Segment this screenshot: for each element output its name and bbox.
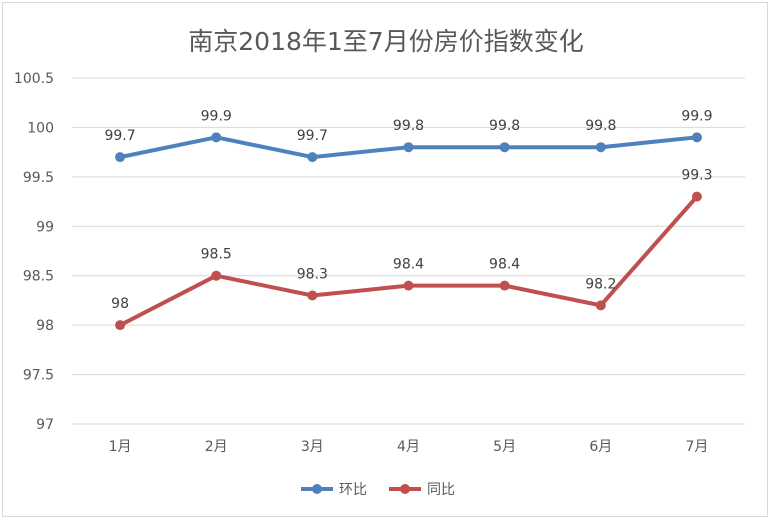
y-tick-label: 98 <box>36 318 54 334</box>
data-point <box>403 142 414 153</box>
data-labels: 99.7 99.9 99.7 99.8 99.8 99.8 99.9 98 98.5 98.3 98… <box>104 108 712 312</box>
data-label: 99.8 <box>585 118 616 134</box>
y-tick-label: 99 <box>36 219 54 235</box>
legend-label: 同比 <box>427 482 455 498</box>
y-tick-label: 100.5 <box>14 71 54 87</box>
y-tick-label: 98.5 <box>23 269 54 285</box>
x-tick-label: 2月 <box>205 439 228 455</box>
data-point <box>211 132 222 143</box>
chart-title: 南京2018年1至7月份房价指数变化 <box>188 27 584 56</box>
x-tick-label: 7月 <box>685 439 708 455</box>
data-point <box>499 280 510 291</box>
data-point <box>403 280 414 291</box>
data-label: 99.3 <box>681 168 712 184</box>
data-label: 98.2 <box>585 276 616 292</box>
y-tick-label: 100 <box>27 120 54 136</box>
data-point <box>307 152 318 163</box>
legend-label: 环比 <box>339 482 367 498</box>
legend: 环比 同比 <box>301 482 455 498</box>
legend-marker <box>400 484 410 494</box>
x-tick-label: 4月 <box>397 439 420 455</box>
data-point <box>307 290 318 301</box>
data-point <box>595 142 606 153</box>
data-label: 98.3 <box>297 266 328 282</box>
y-axis-ticks: 97 97.5 98 98.5 99 99.5 100 100.5 <box>14 71 54 433</box>
data-point <box>115 152 126 163</box>
data-point <box>691 191 702 202</box>
gridlines <box>72 77 745 425</box>
data-label: 98.4 <box>489 257 520 273</box>
data-point <box>115 320 126 331</box>
x-axis-ticks: 1月 2月 3月 4月 5月 6月 7月 <box>109 439 709 455</box>
y-tick-label: 97.5 <box>23 368 54 384</box>
data-point <box>211 270 222 281</box>
y-tick-label: 97 <box>36 417 54 433</box>
data-label: 99.9 <box>681 108 712 124</box>
data-label: 98 <box>111 296 129 312</box>
data-label: 99.8 <box>489 118 520 134</box>
y-tick-label: 99.5 <box>23 170 54 186</box>
data-point <box>499 142 510 153</box>
data-label: 99.7 <box>104 128 135 144</box>
series-group <box>115 132 702 331</box>
data-point <box>691 132 702 143</box>
x-tick-label: 3月 <box>301 439 324 455</box>
data-point <box>595 300 606 311</box>
x-tick-label: 6月 <box>589 439 612 455</box>
data-label: 98.4 <box>393 257 424 273</box>
data-label: 99.7 <box>297 128 328 144</box>
data-label: 99.8 <box>393 118 424 134</box>
x-tick-label: 1月 <box>109 439 132 455</box>
data-label: 99.9 <box>201 108 232 124</box>
x-tick-label: 5月 <box>493 439 516 455</box>
legend-marker <box>312 484 322 494</box>
data-label: 98.5 <box>201 247 232 263</box>
